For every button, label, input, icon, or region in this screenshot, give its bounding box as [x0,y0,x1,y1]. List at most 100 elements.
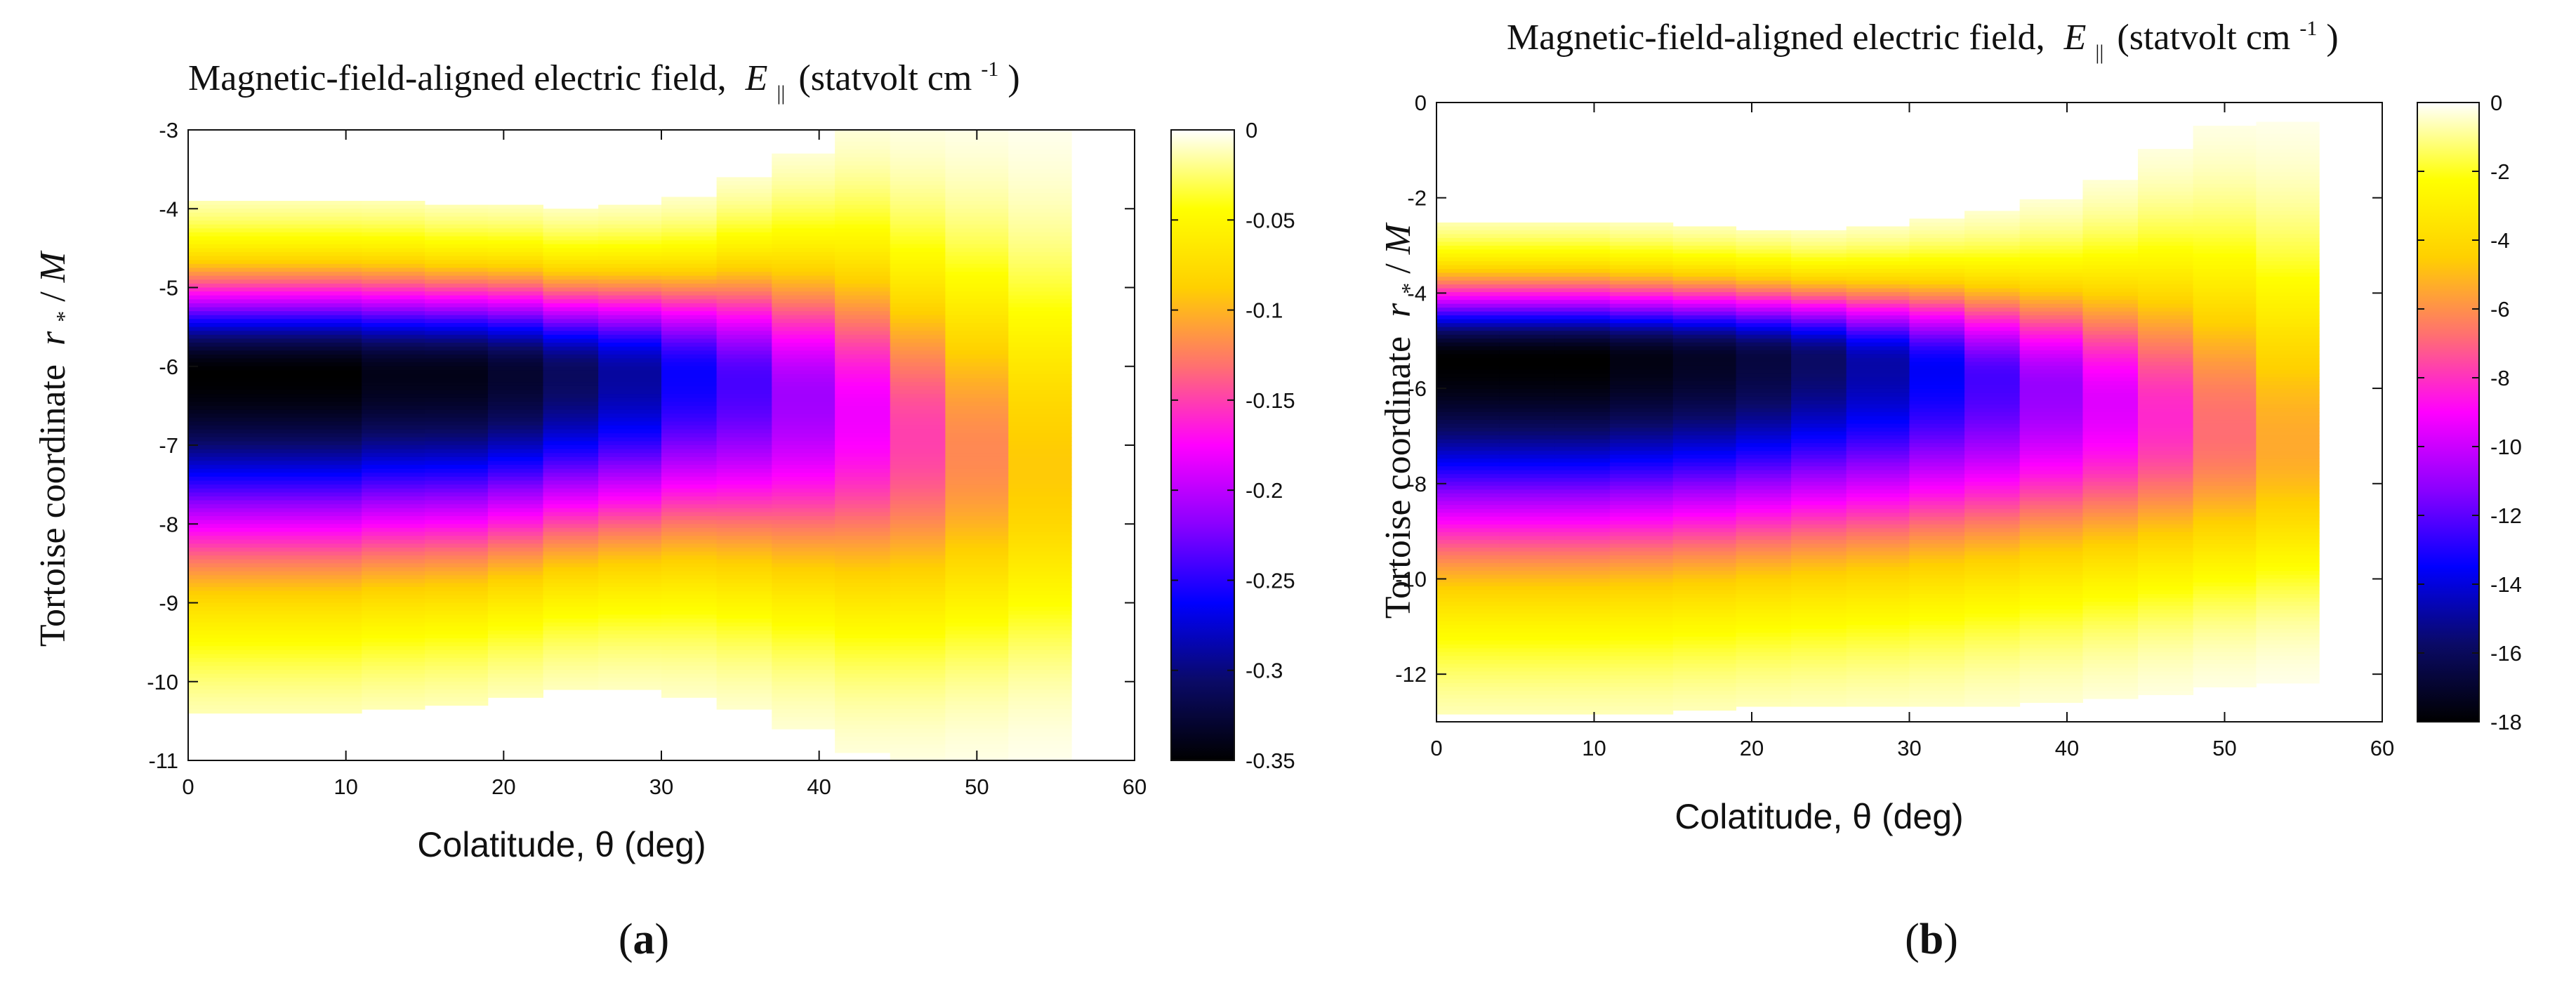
heatmap-cell [2193,222,2257,227]
heatmap-cell [1008,583,1072,588]
heatmap-cell [1554,636,1611,641]
heatmap-cell [188,666,252,671]
heatmap-cell [1008,354,1072,359]
heatmap-cell [890,756,946,761]
heatmap-cell [945,362,1009,367]
heatmap-cell [1672,539,1737,545]
heatmap-cell [1791,582,1847,587]
heatmap-cell [1791,602,1847,607]
heatmap-cell [188,354,252,359]
heatmap-cell [188,331,252,336]
heatmap-cell [1846,567,1910,572]
heatmap-cell [1436,671,1500,676]
heatmap-cell [306,343,362,348]
heatmap-cell [1846,648,1910,653]
heatmap-cell [1964,226,2021,231]
heatmap-cell [1554,505,1611,510]
heatmap-cell [425,319,489,324]
heatmap-cell [1609,404,1674,409]
heatmap-cell [1609,350,1674,355]
heatmap-cell [1736,354,1792,359]
heatmap-cell [716,421,772,426]
heatmap-cell [2256,237,2320,243]
heatmap-cell [362,492,425,497]
heatmap-cell [2256,357,2320,362]
heatmap-cell [945,402,1009,407]
heatmap-cell [2256,551,2320,556]
heatmap-cell [1554,586,1611,591]
heatmap-cell [2138,633,2194,638]
heatmap-cell [598,465,662,470]
heatmap-cell [772,291,835,296]
heatmap-cell [1008,551,1072,556]
heatmap-cell [1791,237,1847,243]
heatmap-cell [890,654,946,659]
heatmap-cell [1672,323,1737,328]
heatmap-cell [306,516,362,521]
heatmap-cell [543,402,599,407]
heatmap-cell [1499,272,1555,277]
heatmap-cell [2019,598,2083,602]
heatmap-cell [1008,634,1072,639]
heatmap-cell [425,543,489,548]
heatmap-cell [306,362,362,367]
heatmap-cell [362,701,425,706]
heatmap-cell [835,638,891,643]
heatmap-cell [1672,242,1737,246]
heatmap-cell [772,169,835,174]
heatmap-cell [1008,658,1072,663]
heatmap-cell [2082,451,2139,456]
heatmap-cell [2082,513,2139,517]
heatmap-cell [487,323,543,328]
heatmap-cell [425,630,489,635]
heatmap-cell [362,685,425,690]
heatmap-cell [1499,319,1555,324]
heatmap-cell [2256,571,2320,576]
heatmap-cell [1554,385,1611,390]
heatmap-cell [188,421,252,426]
heatmap-cell [1736,381,1792,386]
heatmap-cell [2256,342,2320,347]
panel-caption-b: (b) [1905,916,1958,963]
heatmap-cell [945,370,1009,375]
heatmap-cell [2193,303,2257,308]
heatmap-cell [661,441,718,446]
heatmap-cell [362,307,425,312]
heatmap-cell [661,417,718,422]
heatmap-cell [1909,249,1965,254]
heatmap-cell [188,275,252,280]
title-units-exp-a: -1 [981,58,998,81]
heatmap-cell [1909,694,1965,699]
heatmap-cell [1554,296,1611,301]
heatmap-cell [362,547,425,553]
heatmap-cell [1499,628,1555,633]
heatmap-cell [251,283,307,289]
heatmap-cell [1436,579,1500,583]
heatmap-cell [1554,439,1611,444]
heatmap-cell [772,614,835,619]
heatmap-cell [716,539,772,544]
heatmap-cell [1964,400,2021,405]
heatmap-cell [1499,574,1555,579]
heatmap-cell [1909,656,1965,661]
heatmap-cell [890,425,946,430]
heatmap-cell [1964,257,2021,262]
heatmap-cell [1008,666,1072,671]
heatmap-cell [772,666,835,671]
heatmap-cell [188,473,252,477]
heatmap-cell [1846,428,1910,433]
heatmap-cell [543,634,599,639]
heatmap-cell [362,516,425,521]
heatmap-cell [188,382,252,387]
heatmap-cell [2256,176,2320,180]
heatmap-cell [716,591,772,595]
heatmap-cell [1436,694,1500,699]
heatmap-cell [362,591,425,595]
heatmap-cell [487,669,543,675]
heatmap-cell [2256,505,2320,510]
heatmap-cell [772,220,835,225]
heatmap-cell [306,661,362,666]
heatmap-cell [362,571,425,576]
heatmap-cell [661,669,718,675]
heatmap-cell [188,646,252,651]
